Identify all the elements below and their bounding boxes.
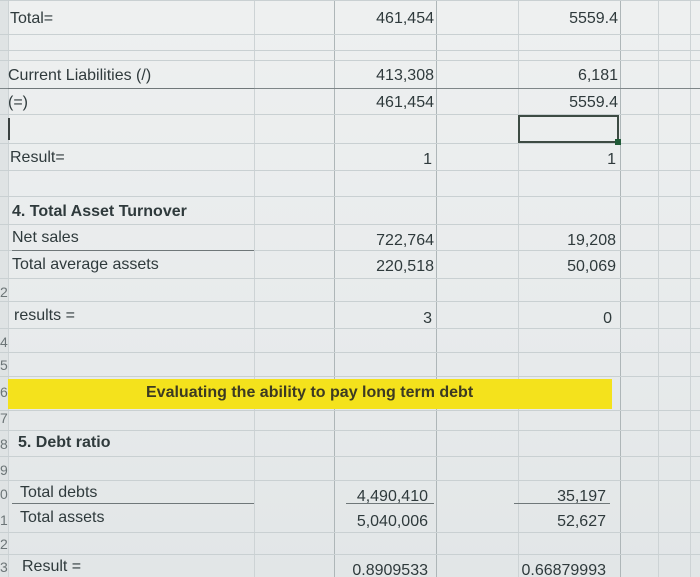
grid-row-line	[0, 250, 700, 251]
total-value-a[interactable]: 461,454	[376, 10, 434, 27]
row-number[interactable]: 0	[0, 486, 8, 502]
grid-row-line	[0, 328, 700, 329]
row-number[interactable]: 3	[0, 559, 8, 575]
total-debts-value-b[interactable]: 35,197	[557, 488, 606, 505]
grid-row-line	[0, 224, 700, 225]
row-number[interactable]: 2	[0, 536, 8, 552]
banner-text[interactable]: Evaluating the ability to pay long term …	[146, 384, 474, 401]
grid-row-line	[0, 50, 700, 51]
label-underline	[8, 88, 254, 89]
grid-col-line	[620, 0, 621, 577]
grid-row-line	[0, 60, 700, 61]
value-underline	[346, 503, 434, 504]
final-result-label[interactable]: Result =	[22, 558, 82, 575]
label-underline	[12, 250, 254, 251]
equals-label[interactable]: (=)	[8, 94, 28, 111]
row-number[interactable]: 4	[0, 334, 8, 350]
result-label[interactable]: Result=	[10, 149, 65, 166]
row-number[interactable]: 8	[0, 436, 8, 452]
grid-row-line	[0, 170, 700, 171]
current-liabilities-value-a[interactable]: 413,308	[376, 67, 434, 84]
total-assets-value-b[interactable]: 52,627	[557, 513, 606, 530]
grid-row-line	[0, 430, 700, 431]
grid-row-line	[0, 554, 700, 555]
result-value-b[interactable]: 1	[607, 151, 616, 168]
debt-ratio-heading[interactable]: 5. Debt ratio	[18, 434, 111, 451]
total-assets-label[interactable]: Total assets	[20, 509, 105, 526]
grid-row-line	[0, 0, 700, 1]
asset-turnover-heading[interactable]: 4. Total Asset Turnover	[12, 203, 187, 220]
grid-row-line	[0, 114, 700, 115]
grid-row-line	[0, 532, 700, 533]
grid-col-line	[436, 0, 437, 577]
grid-row-line	[0, 34, 700, 35]
avg-assets-label[interactable]: Total average assets	[12, 256, 159, 273]
results-value-b[interactable]: 0	[603, 310, 612, 327]
grid-col-line	[8, 0, 9, 577]
grid-row-line	[0, 278, 700, 279]
net-sales-label[interactable]: Net sales	[12, 229, 79, 246]
avg-assets-value-a[interactable]: 220,518	[376, 258, 434, 275]
grid-row-line	[0, 196, 700, 197]
value-underline	[514, 503, 610, 504]
label-underline	[12, 503, 254, 504]
grid-col-line	[690, 0, 691, 577]
current-liabilities-label[interactable]: Current Liabilities (/)	[8, 67, 152, 84]
grid-row-line	[0, 301, 700, 302]
row-number[interactable]: 5	[0, 357, 8, 373]
net-sales-value-b[interactable]: 19,208	[567, 232, 616, 249]
grid-col-line	[334, 0, 335, 577]
net-sales-value-a[interactable]: 722,764	[376, 232, 434, 249]
final-result-value-b[interactable]: 0.66879993	[521, 562, 606, 577]
highlighted-banner-row	[8, 379, 612, 409]
fill-handle[interactable]	[615, 139, 621, 145]
total-debts-label[interactable]: Total debts	[20, 484, 98, 501]
text-cursor-caret	[8, 118, 10, 140]
results-value-a[interactable]: 3	[423, 310, 432, 327]
row-number[interactable]: 2	[0, 284, 8, 300]
total-label[interactable]: Total=	[10, 10, 54, 27]
final-result-value-a[interactable]: 0.8909533	[352, 562, 428, 577]
grid-col-line	[658, 0, 659, 577]
row-number[interactable]: 6	[0, 384, 8, 400]
grid-col-line	[518, 0, 519, 577]
result-value-a[interactable]: 1	[423, 151, 432, 168]
row-number[interactable]: 1	[0, 512, 8, 528]
grid-row-line	[0, 376, 700, 377]
grid-row-line	[0, 410, 700, 411]
grid-row-line	[0, 480, 700, 481]
grid-col-line	[254, 0, 255, 577]
total-assets-value-a[interactable]: 5,040,006	[356, 513, 428, 530]
selected-cell[interactable]	[518, 115, 619, 143]
row-number[interactable]: 9	[0, 462, 8, 478]
avg-assets-value-b[interactable]: 50,069	[567, 258, 616, 275]
equals-value-b[interactable]: 5559.4	[569, 94, 618, 111]
current-liabilities-value-b[interactable]: 6,181	[577, 67, 618, 84]
row-number[interactable]: 7	[0, 410, 8, 426]
total-debts-value-a[interactable]: 4,490,410	[356, 488, 428, 505]
grid-row-line	[0, 143, 700, 144]
total-value-b[interactable]: 5559.4	[569, 10, 618, 27]
results-label[interactable]: results =	[14, 307, 75, 324]
grid-row-line	[0, 352, 700, 353]
grid-row-line	[0, 88, 700, 89]
grid-row-line	[0, 456, 700, 457]
equals-value-a[interactable]: 461,454	[376, 94, 434, 111]
